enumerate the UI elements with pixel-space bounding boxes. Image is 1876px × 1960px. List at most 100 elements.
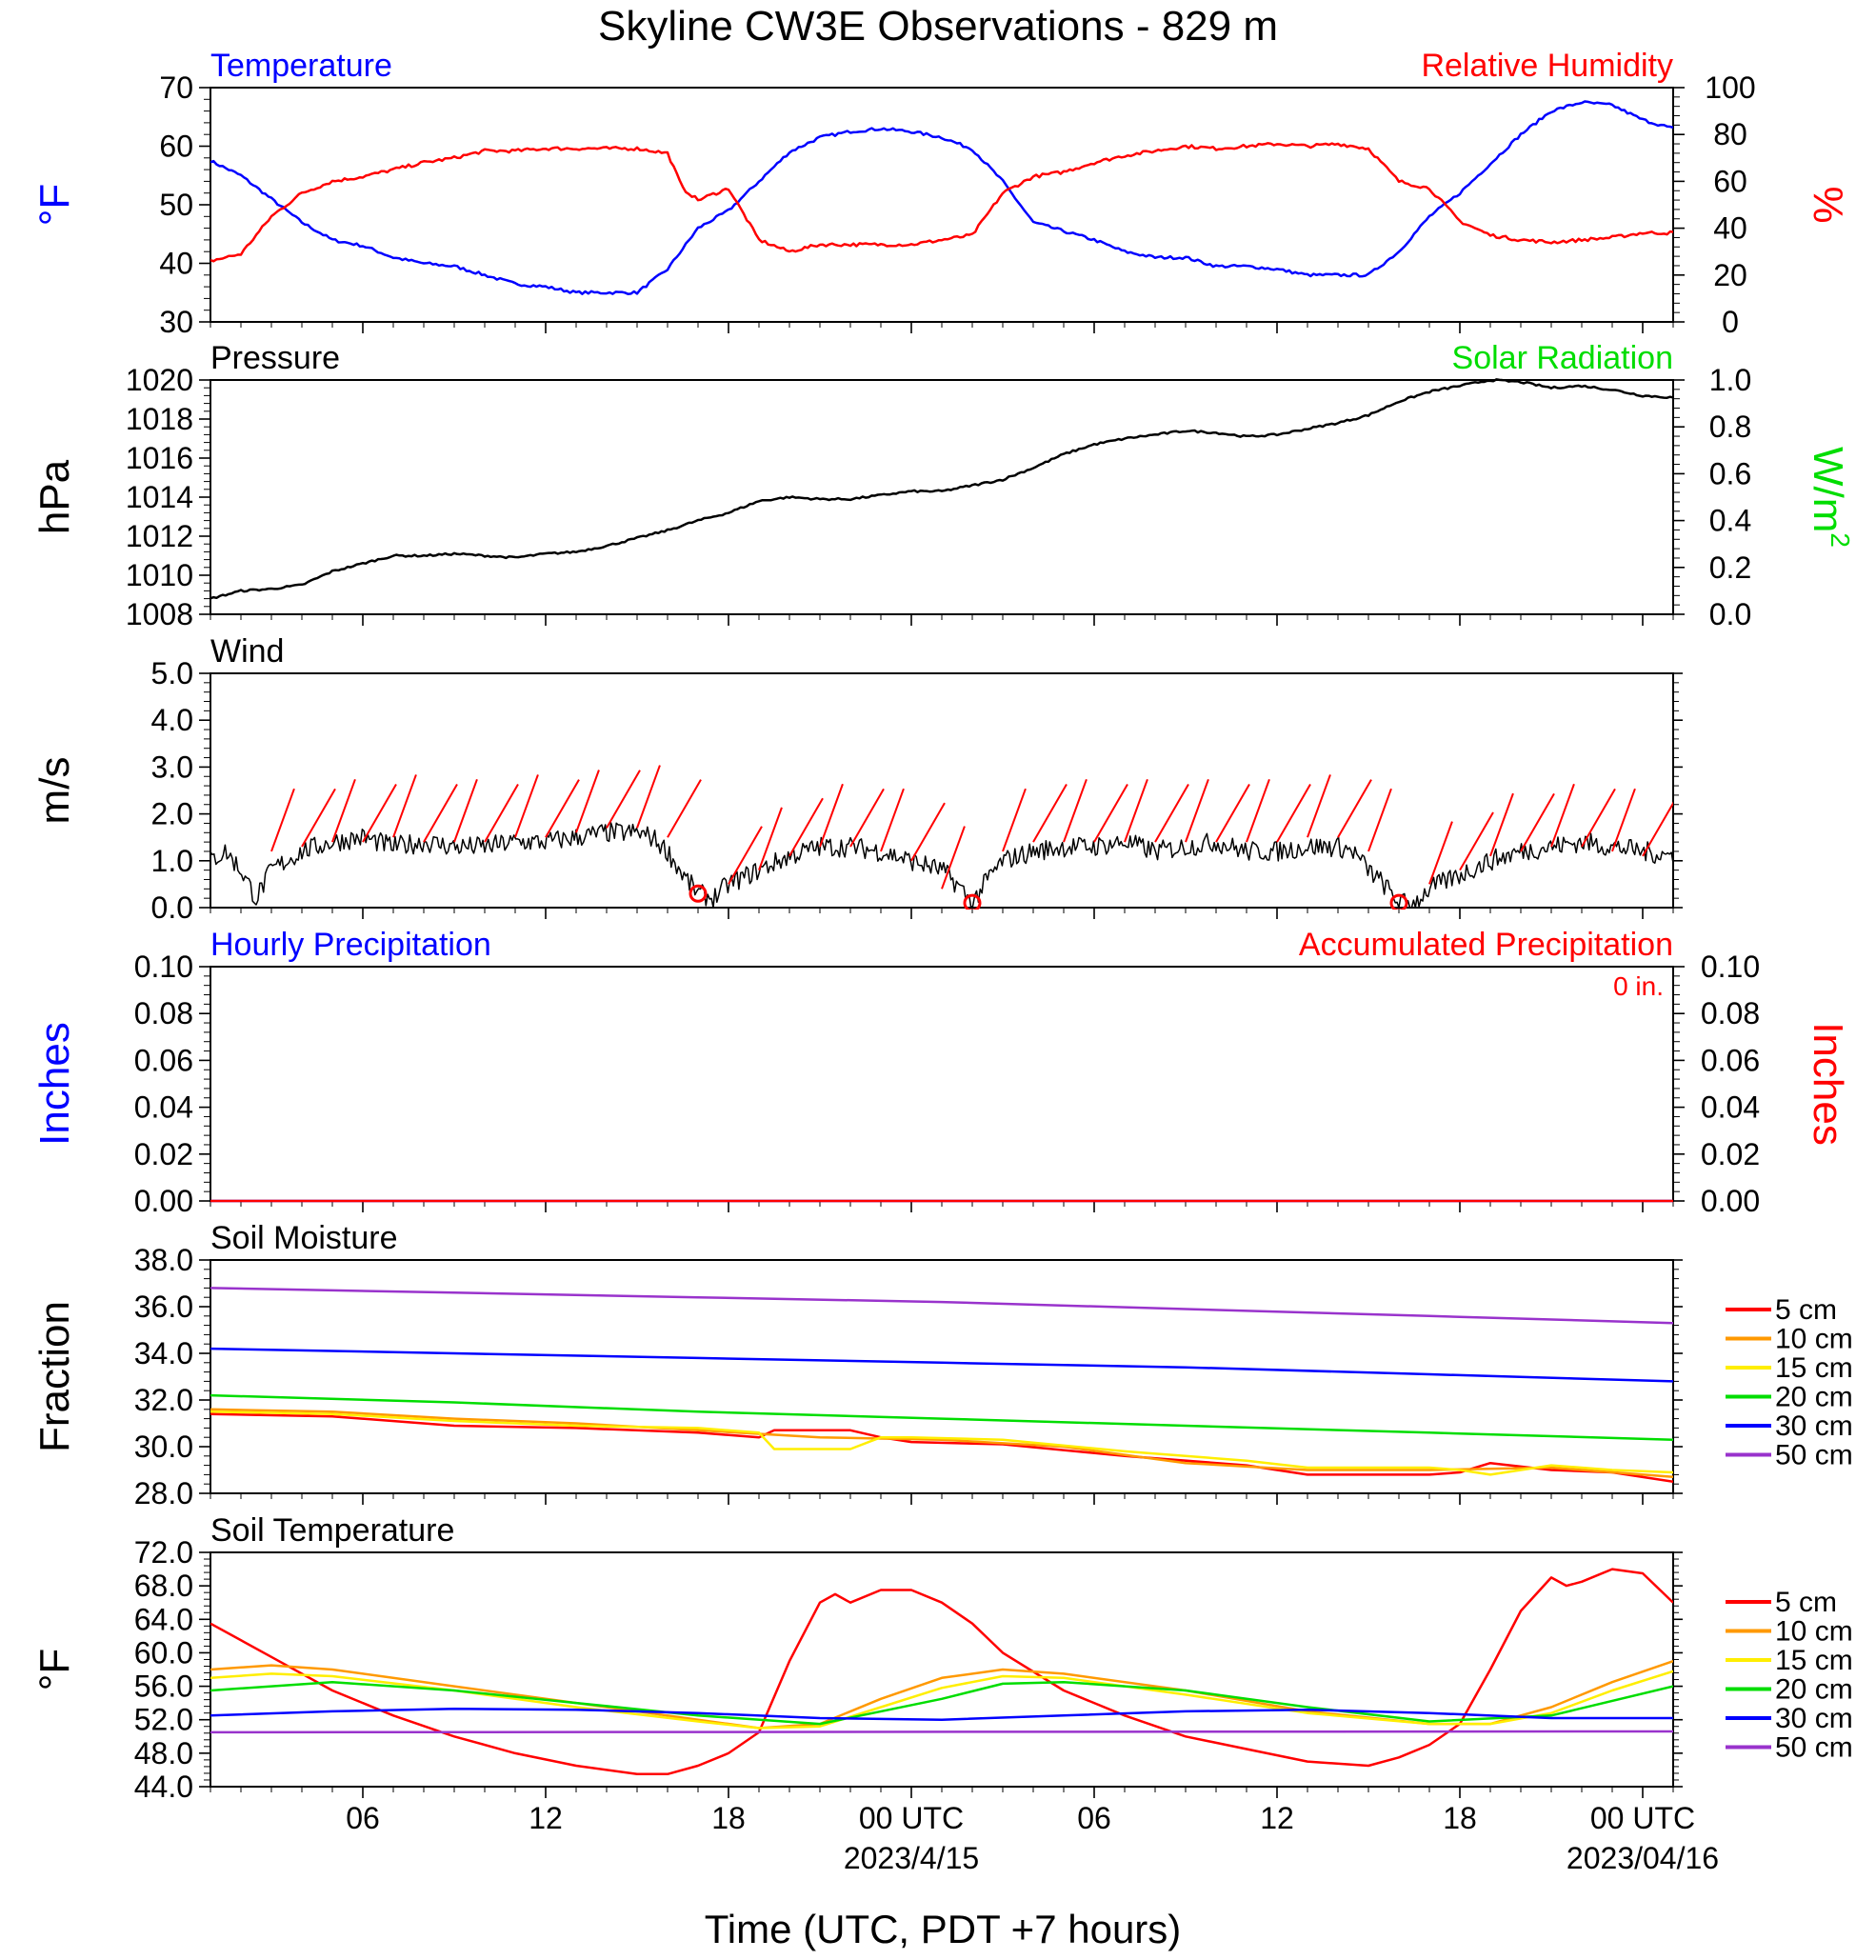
- legend-label: 50 cm: [1775, 1732, 1853, 1764]
- panel-pressure: 1008 1010 1012 1014 1016 1018 1020 0.0 0.2 0.4 0.6…: [31, 340, 1855, 631]
- y-tick-label: 34.0: [134, 1336, 193, 1370]
- y-right-tick-label: 0.10: [1701, 950, 1760, 984]
- series-group: [210, 765, 1673, 910]
- wind-barb: [1185, 778, 1209, 843]
- panel-title-left: Soil Temperature: [210, 1512, 454, 1549]
- wind-barb: [1367, 788, 1392, 852]
- y-right-tick-label: 100: [1705, 70, 1755, 105]
- series-group: [210, 378, 1673, 600]
- y-axis-label-right: W/m2: [1805, 447, 1855, 548]
- wind-barb: [484, 783, 519, 843]
- panel-soil_moisture: 28.0 30.0 32.0 34.0 36.0 38.0 Soil Moisture Fra…: [31, 1220, 1853, 1510]
- y-right-tick-label: 60: [1713, 164, 1747, 198]
- legend-label: 15 cm: [1775, 1645, 1853, 1676]
- y-tick-label: 60.0: [134, 1635, 193, 1670]
- y-tick-label: 28.0: [134, 1476, 193, 1510]
- wind-barb: [453, 778, 478, 843]
- y-right-tick-label: 1.0: [1709, 363, 1751, 397]
- panel-precip: 0.00 0.02 0.04 0.06 0.08 0.10 0.00 0.02 0.04 0.06…: [31, 927, 1851, 1218]
- panel-title-left: Pressure: [210, 340, 340, 376]
- panel-title-left: Soil Moisture: [210, 1220, 398, 1256]
- y-right-tick-label: 0.06: [1701, 1043, 1760, 1077]
- wind-barb: [1489, 792, 1514, 857]
- y-tick-label: 48.0: [134, 1736, 193, 1770]
- wind-barb: [1581, 788, 1616, 848]
- y-tick-label: 1016: [126, 441, 193, 475]
- wind-calm-mark: [689, 884, 708, 903]
- y-tick-label: 44.0: [134, 1770, 193, 1804]
- x-tick-label: 18: [1443, 1801, 1477, 1835]
- wind-barb: [1642, 801, 1673, 857]
- y-right-tick-label: 0.08: [1701, 996, 1760, 1030]
- y-axis-label-left: °F: [31, 184, 78, 226]
- y-tick-label: 1010: [126, 558, 193, 592]
- legend-label: 30 cm: [1775, 1703, 1853, 1734]
- legend-label: 5 cm: [1775, 1294, 1837, 1326]
- y-tick-label: 70: [159, 70, 193, 105]
- x-tick-label: 00 UTC: [1590, 1801, 1695, 1835]
- x-tick-label: 18: [711, 1801, 746, 1835]
- y-tick-label: 1012: [126, 519, 193, 553]
- panels: 30 40 50 60 70 0 20 40 60 80 100 Temperature Relativ…: [31, 48, 1855, 1804]
- y-tick-label: 1008: [126, 597, 193, 631]
- wind-barb: [941, 826, 966, 890]
- y-right-tick-label: 0.02: [1701, 1137, 1760, 1171]
- wind-barb: [1337, 779, 1372, 838]
- wind-calm-mark: [963, 893, 982, 910]
- y-tick-label: 32.0: [134, 1383, 193, 1417]
- series-line-5-cm: [210, 1412, 1673, 1484]
- y-tick-label: 72.0: [134, 1535, 193, 1570]
- y-axis-label-right: Inches: [1805, 1022, 1851, 1146]
- y-tick-label: 30.0: [134, 1430, 193, 1464]
- y-axis-label-left: hPa: [31, 459, 78, 534]
- wind-barb: [270, 788, 295, 852]
- y-axis-label-right: %: [1805, 186, 1851, 223]
- legend-label: 50 cm: [1775, 1440, 1853, 1471]
- y-tick-label: 30: [159, 305, 193, 339]
- wind-barb: [575, 770, 600, 833]
- plot-frame: [210, 966, 1674, 1202]
- y-tick-label: 0.0: [151, 890, 193, 925]
- y-right-tick-label: 0: [1722, 305, 1739, 339]
- wind-barb: [788, 797, 824, 857]
- wind-barb: [545, 779, 580, 838]
- panel-title-right: Solar Radiation: [1452, 340, 1673, 376]
- wind-barb: [819, 783, 844, 848]
- wind-barb: [301, 788, 336, 848]
- series-line-50-cm: [210, 1730, 1673, 1734]
- wind-barb: [1459, 811, 1494, 871]
- x-tick-label: 06: [1077, 1801, 1111, 1835]
- wind-barb: [1124, 778, 1148, 843]
- wind-barb: [1520, 792, 1555, 852]
- x-tick-label: 00 UTC: [859, 1801, 964, 1835]
- wind-barb: [1428, 821, 1453, 885]
- series-line-15-cm: [210, 1410, 1673, 1476]
- wind-barb: [1215, 783, 1250, 843]
- panel-title-left: Wind: [210, 633, 284, 670]
- series-line-temperature: [210, 100, 1673, 295]
- y-tick-label: 38.0: [134, 1243, 193, 1277]
- series-line-10-cm: [210, 1660, 1673, 1730]
- y-tick-label: 1020: [126, 363, 193, 397]
- y-axis-label-left: Fraction: [31, 1301, 78, 1452]
- wind-barb: [1063, 778, 1088, 843]
- panel-wind: 0.0 1.0 2.0 3.0 4.0 5.0 Wind m/s: [31, 633, 1683, 925]
- panel-title-right: Relative Humidity: [1421, 48, 1673, 84]
- series-line-10-cm: [210, 1408, 1673, 1479]
- y-tick-label: 0.06: [134, 1043, 193, 1077]
- x-tick-label: 12: [529, 1801, 563, 1835]
- wind-barb: [1307, 774, 1331, 838]
- time-axis: 06 12 18 00 UTC 2023/4/15 06 12 18 00 UTC 2023/04…: [346, 1801, 1719, 1875]
- y-axis-label-left: °F: [31, 1649, 78, 1690]
- y-tick-label: 56.0: [134, 1670, 193, 1704]
- y-tick-label: 0.00: [134, 1184, 193, 1218]
- wind-barb: [636, 765, 661, 829]
- y-tick-label: 0.08: [134, 996, 193, 1030]
- panel-title-left: Hourly Precipitation: [210, 927, 491, 963]
- wind-barb: [880, 788, 905, 852]
- precip-total-annotation: 0 in.: [1613, 971, 1664, 1001]
- wind-calm-mark: [1389, 893, 1408, 910]
- series-line-relative-humidity: [210, 142, 1673, 263]
- legend-label: 5 cm: [1775, 1587, 1837, 1618]
- wind-barb: [910, 802, 946, 862]
